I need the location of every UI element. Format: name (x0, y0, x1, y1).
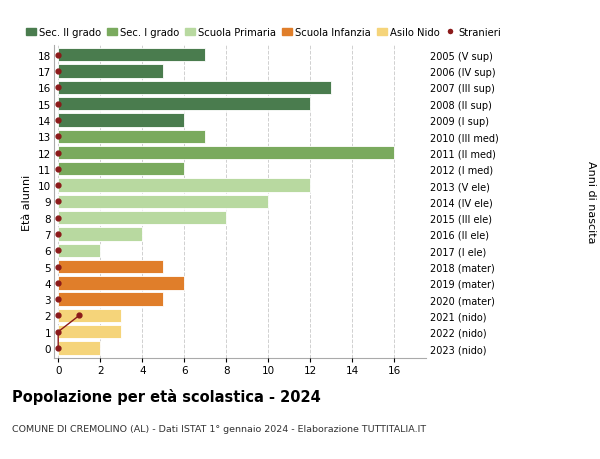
Bar (58, 309, 121, 322)
Bar (58, 212, 226, 225)
Legend: Sec. II grado, Sec. I grado, Scuola Primaria, Scuola Infanzia, Asilo Nido, Stran: Sec. II grado, Sec. I grado, Scuola Prim… (26, 28, 501, 38)
Text: COMUNE DI CREMOLINO (AL) - Dati ISTAT 1° gennaio 2024 - Elaborazione TUTTITALIA.: COMUNE DI CREMOLINO (AL) - Dati ISTAT 1°… (12, 425, 426, 434)
Bar (58, 325, 121, 339)
Bar (58, 98, 310, 111)
Bar (58, 130, 205, 144)
Bar (58, 277, 184, 290)
Bar (58, 341, 100, 355)
Y-axis label: Età alunni: Età alunni (22, 174, 32, 230)
Text: Popolazione per età scolastica - 2024: Popolazione per età scolastica - 2024 (12, 388, 321, 404)
Bar (58, 49, 205, 62)
Bar (58, 65, 163, 78)
Bar (58, 293, 163, 306)
Bar (58, 228, 142, 241)
Bar (58, 195, 268, 209)
Bar (58, 114, 184, 127)
Bar (58, 146, 394, 160)
Bar (58, 244, 100, 257)
Text: Anni di nascita: Anni di nascita (586, 161, 596, 243)
Bar (58, 82, 331, 95)
Bar (58, 163, 184, 176)
Bar (58, 179, 310, 192)
Bar (58, 260, 163, 274)
